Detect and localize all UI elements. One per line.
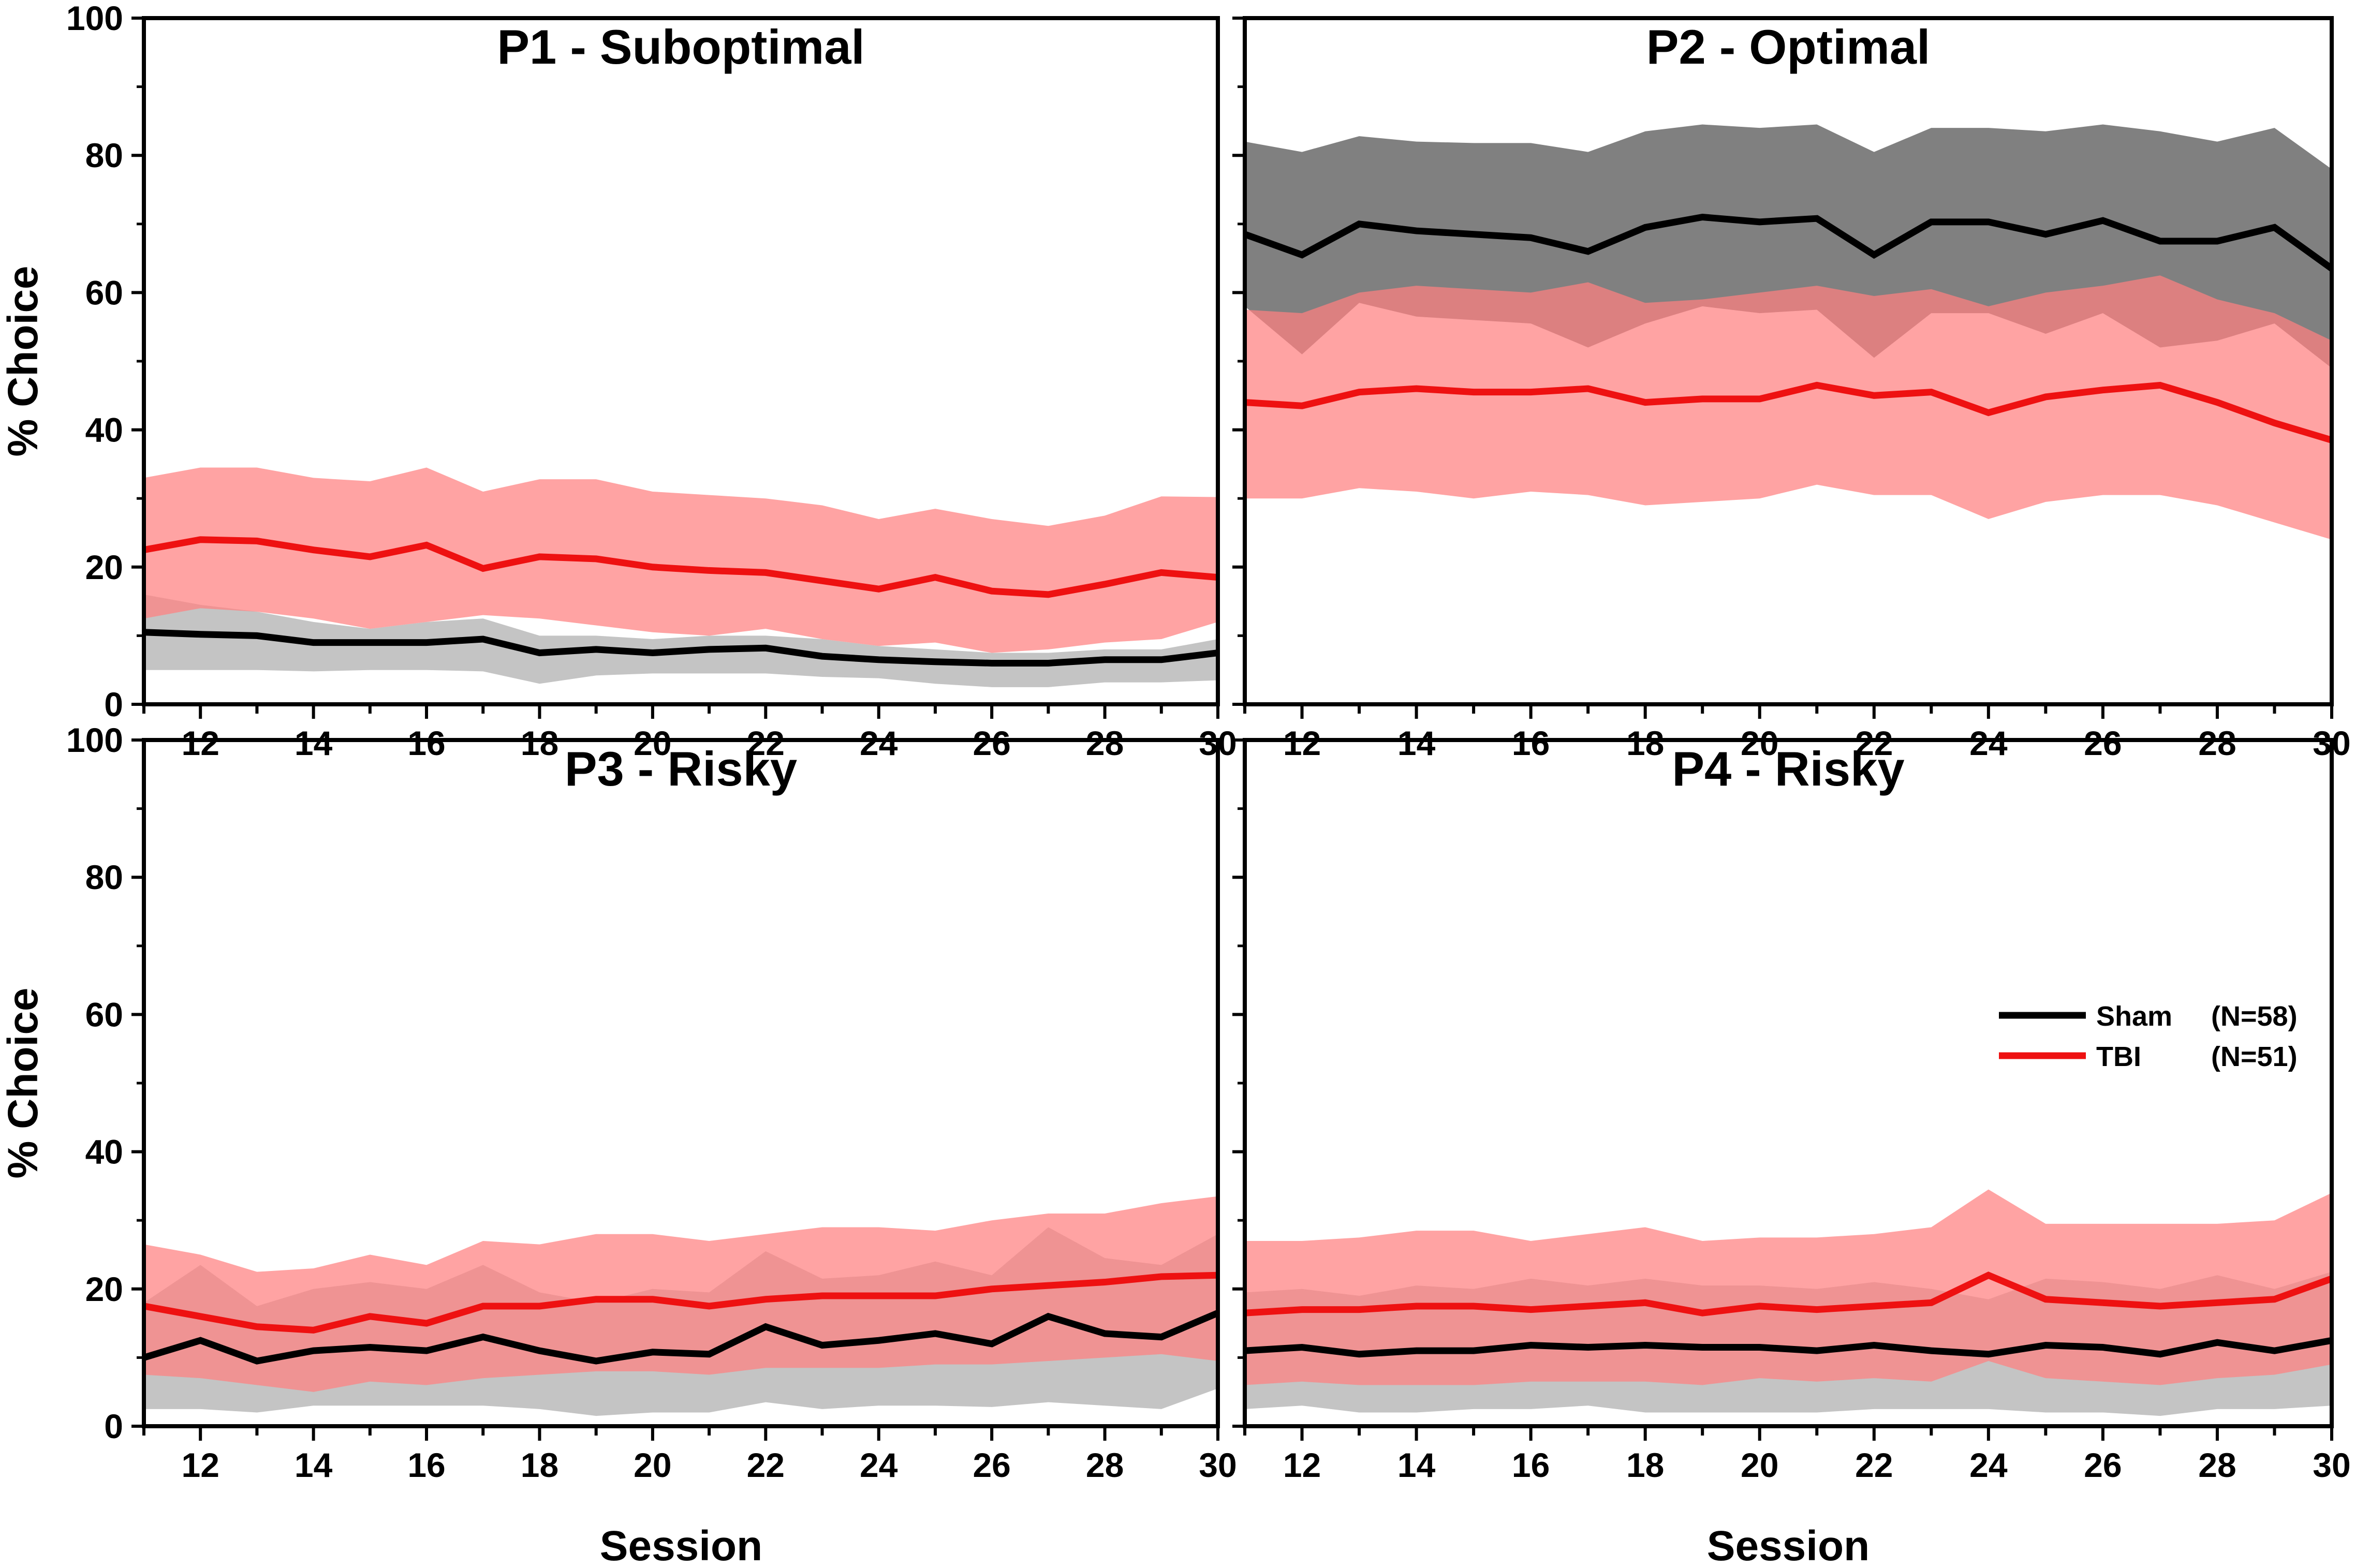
x-tick-label: 14 (1397, 724, 1436, 762)
panel-title: P1 - Suboptimal (497, 20, 864, 74)
series-line-tbi (1245, 1271, 2332, 1316)
x-tick-label: 30 (1199, 1446, 1237, 1484)
x-tick-label: 26 (973, 1446, 1010, 1484)
series-line-tbi (1245, 381, 2332, 443)
legend-label-tbi: TBI (2096, 1041, 2141, 1072)
y-tick-label: 0 (104, 685, 123, 723)
y-tick-label: 20 (85, 548, 123, 586)
y-tick-label: 60 (85, 995, 123, 1033)
panel-4: 12 14 16 18 20 22 24 26 28 30 P4 - Risky (1232, 738, 2351, 1484)
y-axis-label-top: % Choice (0, 265, 47, 456)
series-line-sham (1245, 213, 2332, 272)
band-tbi (144, 1196, 1218, 1392)
y-tick-label: 40 (85, 1133, 123, 1171)
x-axis-label-left: Session (600, 1522, 762, 1568)
x-tick-label: 14 (295, 1446, 333, 1484)
x-tick-label: 26 (2084, 1446, 2122, 1484)
y-tick-label: 80 (85, 858, 123, 896)
band-tbi (1245, 1189, 2332, 1385)
x-tick-label: 18 (1626, 1446, 1664, 1484)
x-tick-label: 12 (1283, 724, 1321, 762)
plot-area (1245, 1189, 2332, 1416)
x-tick-label: 24 (1969, 1446, 2008, 1484)
series-line-sham (144, 629, 1218, 667)
x-tick-label: 24 (860, 1446, 898, 1484)
x-tick-label: 28 (1086, 1446, 1124, 1484)
y-tick-label: 20 (85, 1270, 123, 1308)
legend-label-sham: Sham (2096, 1001, 2172, 1032)
x-tick-label: 22 (1855, 724, 1893, 762)
x-tick-label: 14 (295, 724, 333, 762)
x-tick-label: 18 (1626, 724, 1664, 762)
x-tick-label: 12 (1283, 1446, 1321, 1484)
plot-area (144, 1196, 1218, 1416)
panel-title: P3 - Risky (565, 742, 797, 796)
series-line-tbi (144, 1271, 1218, 1334)
y-tick-label: 60 (85, 273, 123, 312)
x-tick-label: 12 (181, 724, 219, 762)
x-tick-label: 22 (747, 724, 785, 762)
x-tick-label: 28 (1086, 724, 1124, 762)
series-line-tbi (144, 536, 1218, 598)
y-tick-label: 100 (66, 721, 123, 759)
x-tick-label: 20 (1741, 1446, 1778, 1484)
y-axis-label-bottom: % Choice (0, 987, 47, 1178)
x-axis-label-right: Session (1707, 1522, 1870, 1568)
x-tick-label: 26 (2084, 724, 2122, 762)
plot-area (144, 467, 1218, 687)
x-tick-label: 14 (1397, 1446, 1436, 1484)
band-tbi (1245, 275, 2332, 540)
x-tick-label: 30 (2313, 1446, 2350, 1484)
x-tick-label: 16 (407, 1446, 445, 1484)
x-tick-label: 18 (521, 1446, 558, 1484)
legend-count-tbi: (N=51) (2211, 1041, 2298, 1072)
x-tick-label: 20 (634, 724, 671, 762)
x-tick-label: 16 (407, 724, 445, 762)
x-tick-label: 26 (973, 724, 1010, 762)
panel-3: 12 14 16 18 20 22 24 26 28 30 0 20 40 60 80 100 P3 - Ris… (66, 721, 1237, 1484)
panel-title: P4 - Risky (1672, 742, 1904, 796)
legend: Sham (N=58) TBI (N=51) (1999, 1001, 2298, 1072)
y-tick-label: 100 (66, 0, 123, 37)
x-tick-label: 28 (2198, 724, 2236, 762)
x-tick-label: 24 (860, 724, 898, 762)
y-tick-label: 0 (104, 1407, 123, 1445)
plot-area (1245, 124, 2332, 540)
series-line-sham (1245, 1337, 2332, 1358)
x-tick-label: 18 (521, 724, 558, 762)
band-tbi (144, 467, 1218, 653)
y-tick-label: 80 (85, 136, 123, 174)
y-tick-label: 40 (85, 411, 123, 449)
panel-title: P2 - Optimal (1646, 20, 1930, 74)
x-tick-label: 20 (634, 1446, 671, 1484)
series-line-sham (144, 1310, 1218, 1365)
x-tick-label: 16 (1512, 724, 1550, 762)
x-tick-label: 16 (1512, 1446, 1550, 1484)
x-tick-label: 24 (1969, 724, 2008, 762)
x-tick-label: 12 (181, 1446, 219, 1484)
x-tick-label: 22 (1855, 1446, 1893, 1484)
x-tick-label: 28 (2198, 1446, 2236, 1484)
legend-count-sham: (N=58) (2211, 1001, 2298, 1032)
x-tick-label: 22 (747, 1446, 785, 1484)
x-tick-label: 20 (1741, 724, 1778, 762)
